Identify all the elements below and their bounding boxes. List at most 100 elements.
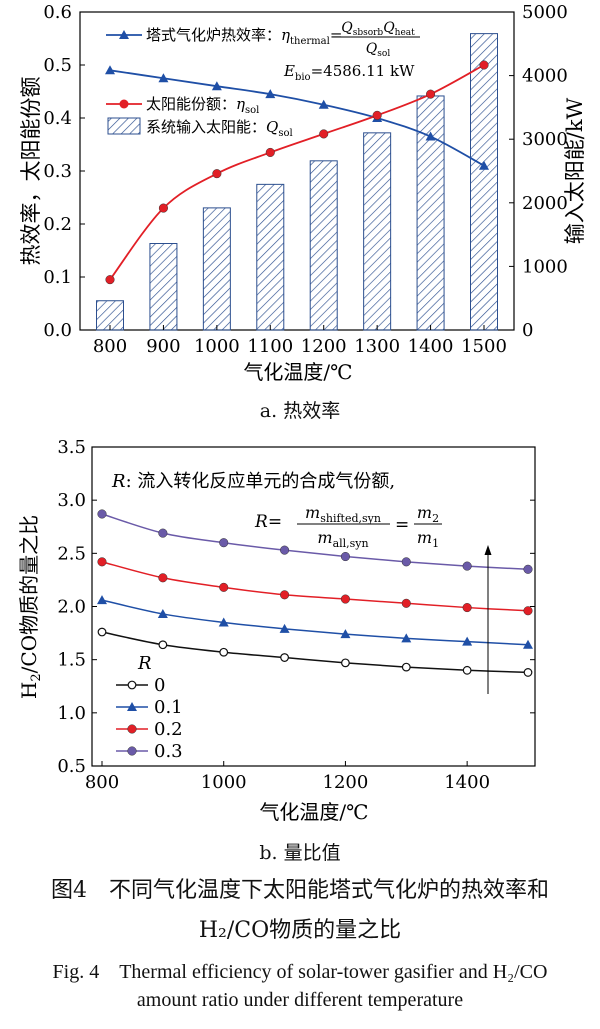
point-solar-share: [372, 110, 382, 120]
legend-title: R: [137, 653, 152, 674]
x-tick-label: 1200: [301, 336, 347, 357]
y-tick-label: 2.0: [57, 597, 86, 618]
point-r-0: [523, 668, 533, 677]
left-tick-label: 0.0: [43, 320, 72, 341]
series-line-r-0.3: [101, 513, 529, 571]
point-efficiency: [158, 73, 169, 83]
point-solar-share: [426, 89, 436, 99]
point-r-0.3: [280, 545, 290, 555]
point-r-0.2: [97, 557, 107, 567]
x-tick-label: 800: [93, 336, 127, 357]
point-r-0: [462, 665, 472, 675]
point-efficiency: [211, 81, 222, 91]
bar-input-solar: [309, 160, 338, 331]
annotation-eq-equals: =: [395, 515, 409, 535]
legend-solar-label: 太阳能份额：ηsol: [146, 95, 259, 116]
annotation-eq-r: R=: [254, 512, 282, 532]
x-tick-label: 1400: [444, 772, 490, 793]
point-r-0.2: [462, 603, 472, 613]
legend-input-label: 系统输入太阳能：Qsol: [146, 118, 293, 139]
figure-caption-en-line2: amount ratio under different temperature: [136, 989, 464, 1011]
point-r-0: [158, 640, 168, 650]
annotation-eq-denominator: mall,syn: [317, 528, 368, 550]
bar-input-solar: [256, 183, 285, 331]
figure-caption-en-line1: Fig. 4 Thermal efficiency of solar-tower…: [52, 961, 548, 983]
legend-eff-denominator: Qsol: [366, 41, 391, 59]
legend-marker-r-0.1: [127, 702, 137, 711]
point-r-0: [401, 662, 411, 672]
left-tick-label: 0.5: [43, 55, 72, 76]
figure-caption-cn-line1: 图4 不同气化温度下太阳能塔式气化炉的热效率和: [51, 878, 549, 903]
x-tick-label: 1200: [323, 772, 369, 793]
point-r-0.2: [219, 582, 229, 592]
y-tick-label: 2.5: [57, 543, 86, 564]
point-efficiency: [105, 65, 115, 75]
legend-eff-marker: [119, 30, 129, 39]
chart-a-axes: 0.0 0.1 0.2 0.3 0.4 0.5 0.6 0 1000 2000 3000 4000 50…: [43, 2, 567, 357]
chart-a-plot-frame: [79, 11, 515, 331]
chart-b: 0.5 1.0 1.5 2.0 2.5 3.0 3.5 800 1000 1200 1400 H2/…: [17, 437, 536, 824]
x-tick-label: 1000: [201, 772, 247, 793]
point-efficiency: [318, 99, 329, 109]
point-r-0.2: [340, 594, 350, 604]
left-tick-label: 0.2: [43, 214, 72, 235]
series-line-efficiency: [109, 69, 485, 167]
subfigure-a-caption: a. 热效率: [259, 400, 341, 422]
right-tick-label: 2000: [522, 193, 568, 214]
chart-b-annotation: R: 流入转化反应单元的合成气份额, R= mshifted,syn mall,…: [111, 471, 492, 694]
annotation-arrow-head: [484, 545, 492, 555]
point-r-0.1: [218, 617, 229, 627]
annotation-eq-numerator: mshifted,syn: [305, 503, 381, 525]
y-tick-label: 3.0: [57, 490, 86, 511]
point-r-0.3: [462, 561, 472, 571]
chart-b-legend: R 00.10.20.3: [116, 653, 183, 762]
bar-input-solar: [202, 207, 231, 331]
left-tick-label: 0.1: [43, 267, 72, 288]
bar-input-solar: [149, 243, 178, 331]
point-r-0.2: [523, 606, 533, 616]
left-tick-label: 0.6: [43, 2, 72, 23]
right-tick-label: 5000: [522, 2, 568, 23]
x-tick-label: 800: [85, 772, 119, 793]
point-r-0: [97, 627, 107, 637]
point-r-0: [341, 658, 350, 668]
bar-input-solar: [470, 33, 498, 331]
chart-a-x-axis-label: 气化温度/℃: [243, 360, 352, 384]
x-tick-label: 1000: [194, 336, 240, 357]
point-r-0.3: [523, 564, 533, 574]
y-tick-label: 0.5: [57, 756, 86, 777]
legend-label-r-0.3: 0.3: [154, 741, 183, 762]
point-r-0.2: [401, 598, 411, 608]
point-solar-share: [319, 129, 329, 139]
figure-caption-cn-line2: H₂/CO物质的量之比: [198, 918, 402, 943]
x-tick-label: 1300: [354, 336, 400, 357]
right-tick-label: 1000: [522, 256, 568, 277]
chart-a-left-axis-label: 热效率，太阳能份额: [19, 77, 43, 266]
point-r-0.1: [401, 633, 412, 643]
point-r-0.2: [280, 590, 290, 600]
chart-a-right-axis-label: 输入太阳能/kW: [563, 97, 587, 244]
point-r-0.3: [97, 509, 107, 519]
chart-b-lines: [97, 509, 533, 677]
point-efficiency: [265, 89, 276, 99]
legend-label-r-0.1: 0.1: [154, 697, 183, 718]
chart-a: 0.0 0.1 0.2 0.3 0.4 0.5 0.6 0 1000 2000 3000 4000 50…: [19, 2, 587, 384]
chart-a-lines: [105, 60, 489, 285]
point-r-0: [219, 647, 229, 657]
left-tick-label: 0.4: [43, 108, 72, 129]
point-solar-share: [158, 203, 168, 213]
point-r-0.1: [279, 623, 290, 633]
chart-b-x-axis-label: 气化温度/℃: [259, 800, 368, 824]
point-solar-share: [479, 60, 489, 70]
legend-label-r-0.2: 0.2: [154, 719, 183, 740]
point-r-0.1: [340, 629, 351, 639]
legend-marker-r-0.3: [127, 746, 137, 756]
y-tick-label: 1.5: [57, 650, 86, 671]
series-line-r-0.2: [101, 561, 529, 612]
left-tick-label: 0.3: [43, 161, 72, 182]
bar-input-solar: [363, 132, 392, 331]
chart-b-axes: 0.5 1.0 1.5 2.0 2.5 3.0 3.5 800 1000 1200 1400: [57, 437, 535, 793]
point-r-0.2: [158, 573, 168, 583]
legend-eff-numerator: QsbsorbQheat: [341, 20, 415, 38]
